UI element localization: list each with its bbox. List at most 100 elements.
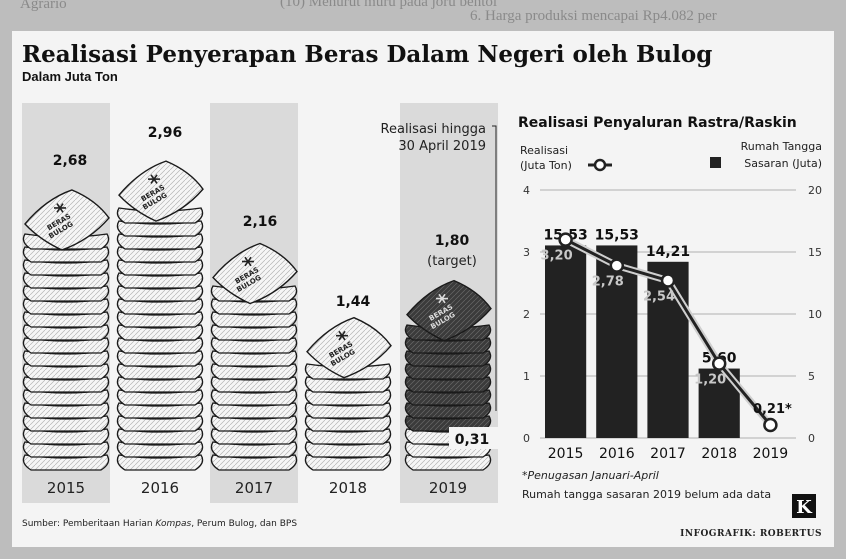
line-label-2016: 2,78 bbox=[592, 275, 624, 290]
sack-labels: 2,68 2,96 2,16 1,44 1,80 (target) Realis… bbox=[47, 122, 499, 497]
sack bbox=[304, 402, 392, 419]
year-label-2016: 2016 bbox=[141, 479, 179, 497]
sack bbox=[116, 350, 204, 367]
sack-logo-stroke bbox=[153, 178, 158, 184]
legend-line-label-2: (Juta Ton) bbox=[520, 159, 572, 172]
sack bbox=[404, 350, 492, 367]
sack bbox=[116, 311, 204, 328]
year-label-2017: 2017 bbox=[235, 479, 273, 497]
sack bbox=[22, 259, 110, 276]
sack bbox=[116, 233, 204, 250]
sack bbox=[210, 389, 298, 406]
y-tick-left: 4 bbox=[523, 184, 530, 197]
sack bbox=[404, 376, 492, 393]
value-label-2017: 2,16 bbox=[243, 214, 278, 230]
kompas-logo-letter: K bbox=[796, 497, 813, 518]
y-tick-left: 3 bbox=[523, 246, 530, 259]
sack-logo-stroke bbox=[150, 174, 155, 180]
sack bbox=[116, 324, 204, 341]
sack bbox=[210, 441, 298, 458]
sack bbox=[304, 376, 392, 393]
sack bbox=[210, 311, 298, 328]
legend-bar-label-2: Sasaran (Juta) bbox=[744, 157, 822, 170]
sack bbox=[22, 298, 110, 315]
sack bbox=[210, 363, 298, 380]
sack-logo-stroke bbox=[441, 298, 446, 304]
sack bbox=[116, 454, 204, 471]
value-label-2019-target: 1,80 bbox=[435, 233, 470, 249]
sack bbox=[404, 363, 492, 380]
sack bbox=[22, 454, 110, 471]
sack bbox=[116, 259, 204, 276]
sack bbox=[304, 441, 392, 458]
sack-columns: BERASBULOGBERASBULOGBERASBULOGBERASBULOG… bbox=[22, 160, 492, 471]
sack bbox=[304, 415, 392, 432]
sack bbox=[116, 220, 204, 237]
sack bbox=[22, 272, 110, 289]
line-point-2015 bbox=[558, 232, 573, 247]
y-tick-right: 0 bbox=[808, 432, 815, 445]
sack bbox=[116, 402, 204, 419]
realisasi-note-line1: Realisasi hingga bbox=[381, 122, 486, 137]
y-tick-left: 2 bbox=[523, 308, 530, 321]
sack bbox=[22, 389, 110, 406]
sack bbox=[116, 415, 204, 432]
legend-line-icon bbox=[588, 158, 612, 172]
legend-bar-swatch bbox=[710, 157, 721, 168]
year-label-2015: 2015 bbox=[47, 479, 85, 497]
sack bbox=[116, 285, 204, 302]
line-point-2019 bbox=[763, 417, 778, 433]
target-label: (target) bbox=[427, 254, 477, 269]
note-bracket bbox=[492, 125, 497, 411]
sack bbox=[210, 350, 298, 367]
legend-line-marker bbox=[593, 158, 607, 172]
actual-label-bg bbox=[449, 427, 499, 449]
value-label-2019-actual: 0,31 bbox=[455, 432, 490, 448]
line-label-2017: 2,54 bbox=[643, 290, 675, 305]
sack bbox=[304, 389, 392, 406]
sack bbox=[116, 246, 204, 263]
x-tick-2019: 2019 bbox=[753, 446, 789, 462]
line-label-2015: 3,20 bbox=[541, 249, 573, 264]
sack bbox=[22, 402, 110, 419]
sack bbox=[22, 350, 110, 367]
legend-bar-label-1: Rumah Tangga bbox=[741, 140, 822, 153]
background-text-line: (10) Menurut muru pada joru bentoi bbox=[280, 0, 498, 10]
sack bbox=[210, 324, 298, 341]
sack bbox=[210, 428, 298, 445]
year-label-2018: 2018 bbox=[329, 479, 367, 497]
footnote-1: *Penugasan Januari-April bbox=[522, 469, 659, 482]
chart-subtitle: Dalam Juta Ton bbox=[22, 69, 118, 84]
realisasi-note-line2: 30 April 2019 bbox=[398, 139, 486, 154]
sack bbox=[22, 415, 110, 432]
sack-logo-stroke bbox=[59, 207, 64, 213]
sack bbox=[22, 441, 110, 458]
sack bbox=[116, 441, 204, 458]
x-tick-2016: 2016 bbox=[599, 446, 635, 462]
sack bbox=[116, 389, 204, 406]
bar-2017 bbox=[647, 261, 689, 438]
x-tick-2015: 2015 bbox=[548, 446, 584, 462]
source-italic: Kompas bbox=[155, 519, 191, 529]
bar-label-2017: 14,21 bbox=[646, 244, 690, 260]
right-chart-title: Realisasi Penyaluran Rastra/Raskin bbox=[518, 115, 797, 131]
background-newsprint: Agrario 6. Harga produksi mencapai Rp4.0… bbox=[0, 0, 846, 40]
line-point-2016 bbox=[609, 258, 625, 273]
source-prefix: Sumber: Pemberitaan Harian bbox=[22, 519, 155, 529]
sack bbox=[22, 363, 110, 380]
sack-logo-stroke bbox=[247, 261, 252, 267]
sack bbox=[304, 454, 392, 471]
sack bbox=[404, 454, 492, 471]
x-tick-2018: 2018 bbox=[701, 446, 737, 462]
sack-logo-stroke bbox=[341, 335, 346, 341]
source-suffix: , Perum Bulog, dan BPS bbox=[191, 519, 297, 529]
sack bbox=[116, 298, 204, 315]
